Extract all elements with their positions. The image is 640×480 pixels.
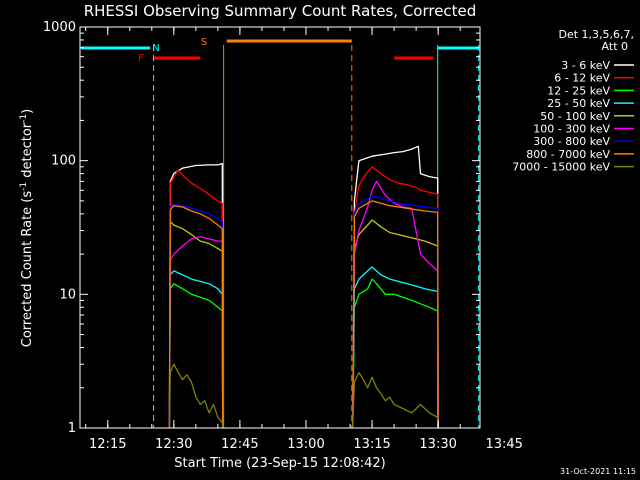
series-line — [168, 194, 439, 429]
series-line — [168, 363, 439, 429]
y-axis: 1 10 100 1000 — [43, 20, 480, 436]
y-axis-label: Corrected Count Rate (s-1 detector-1) — [19, 109, 35, 347]
x-tick-label: 12:45 — [221, 437, 258, 452]
y-axis-label-tail: detector — [20, 122, 35, 182]
x-axis: 12:15 12:30 12:45 13:00 13:15 13:30 13:45 — [85, 27, 523, 452]
flag-bars: NF S — [81, 37, 479, 64]
legend-header-attenuator: Att 0 — [602, 40, 628, 53]
chart-title: RHESSI Observing Summary Count Rates, Co… — [84, 2, 477, 20]
y-axis-label-main: Corrected Count Rate (s — [20, 191, 35, 348]
flag-label-N: N — [152, 43, 159, 54]
series-line — [168, 219, 439, 429]
legend-label: 100 - 300 keV — [533, 123, 610, 136]
series-line — [168, 278, 439, 429]
legend-label: 50 - 100 keV — [540, 110, 610, 123]
y-tick-label: 1 — [68, 421, 76, 436]
plot-frame — [79, 26, 481, 429]
y-tick-label: 10 — [59, 287, 76, 302]
legend-label: 25 - 50 keV — [547, 97, 610, 110]
legend-label: 800 - 7000 keV — [526, 148, 610, 161]
x-tick-label: 13:45 — [485, 437, 522, 452]
x-tick-label: 12:15 — [89, 437, 126, 452]
legend-header-detectors: Det 1,3,5,6,7, — [558, 28, 634, 41]
y-axis-label-tail-exp: -1 — [19, 114, 29, 123]
y-axis-label-exp: -1 — [19, 182, 29, 191]
flag-vertical-lines — [79, 45, 480, 428]
legend-label: 12 - 25 keV — [547, 84, 610, 97]
series-line — [168, 166, 439, 429]
y-tick-label: 100 — [51, 154, 76, 169]
x-tick-label: 12:30 — [155, 437, 192, 452]
x-tick-label: 13:15 — [353, 437, 390, 452]
series-lines — [168, 145, 439, 429]
legend-label: 300 - 800 keV — [533, 135, 610, 148]
legend-label: 6 - 12 keV — [554, 72, 610, 85]
series-line — [168, 266, 439, 429]
x-tick-label: 13:00 — [287, 437, 324, 452]
legend-label: 3 - 6 keV — [561, 59, 610, 72]
flag-label-F: F — [138, 53, 144, 64]
flag-label-S: S — [201, 37, 207, 48]
generation-timestamp: 31-Oct-2021 11:15 — [560, 467, 636, 476]
x-tick-label: 13:30 — [419, 437, 456, 452]
x-axis-label: Start Time (23-Sep-15 12:08:42) — [174, 456, 385, 471]
y-tick-label: 1000 — [43, 20, 76, 35]
series-line — [168, 200, 439, 429]
series-line — [168, 180, 439, 429]
y-axis-label-close: ) — [20, 109, 35, 114]
legend-label: 7000 - 15000 keV — [512, 161, 610, 174]
series-line — [168, 145, 439, 429]
